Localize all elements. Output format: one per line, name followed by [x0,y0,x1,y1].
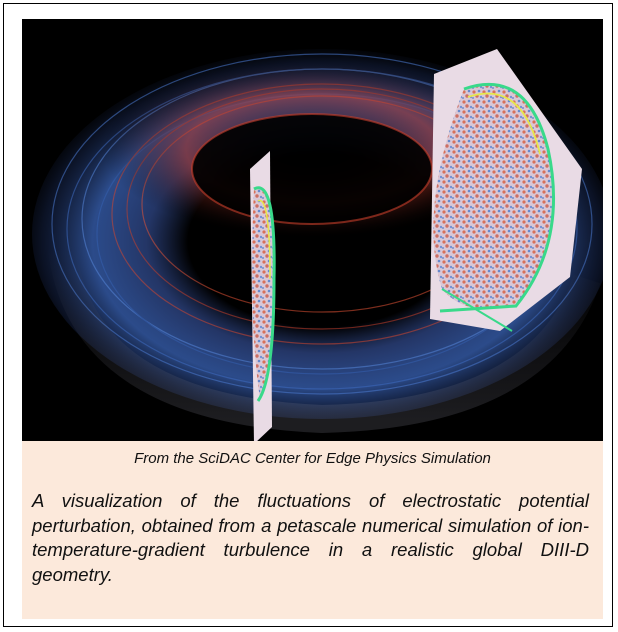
figure-panel: From the SciDAC Center for Edge Physics … [22,19,603,619]
figure-frame: From the SciDAC Center for Edge Physics … [3,3,613,627]
simulation-visualization [22,19,603,441]
figure-credit: From the SciDAC Center for Edge Physics … [134,450,491,467]
left-cross-section [250,151,276,441]
figure-description: A visualization of the fluctuations of e… [32,490,589,585]
torus-turbulence-visualization-icon [22,19,603,441]
right-cross-section [430,49,582,332]
